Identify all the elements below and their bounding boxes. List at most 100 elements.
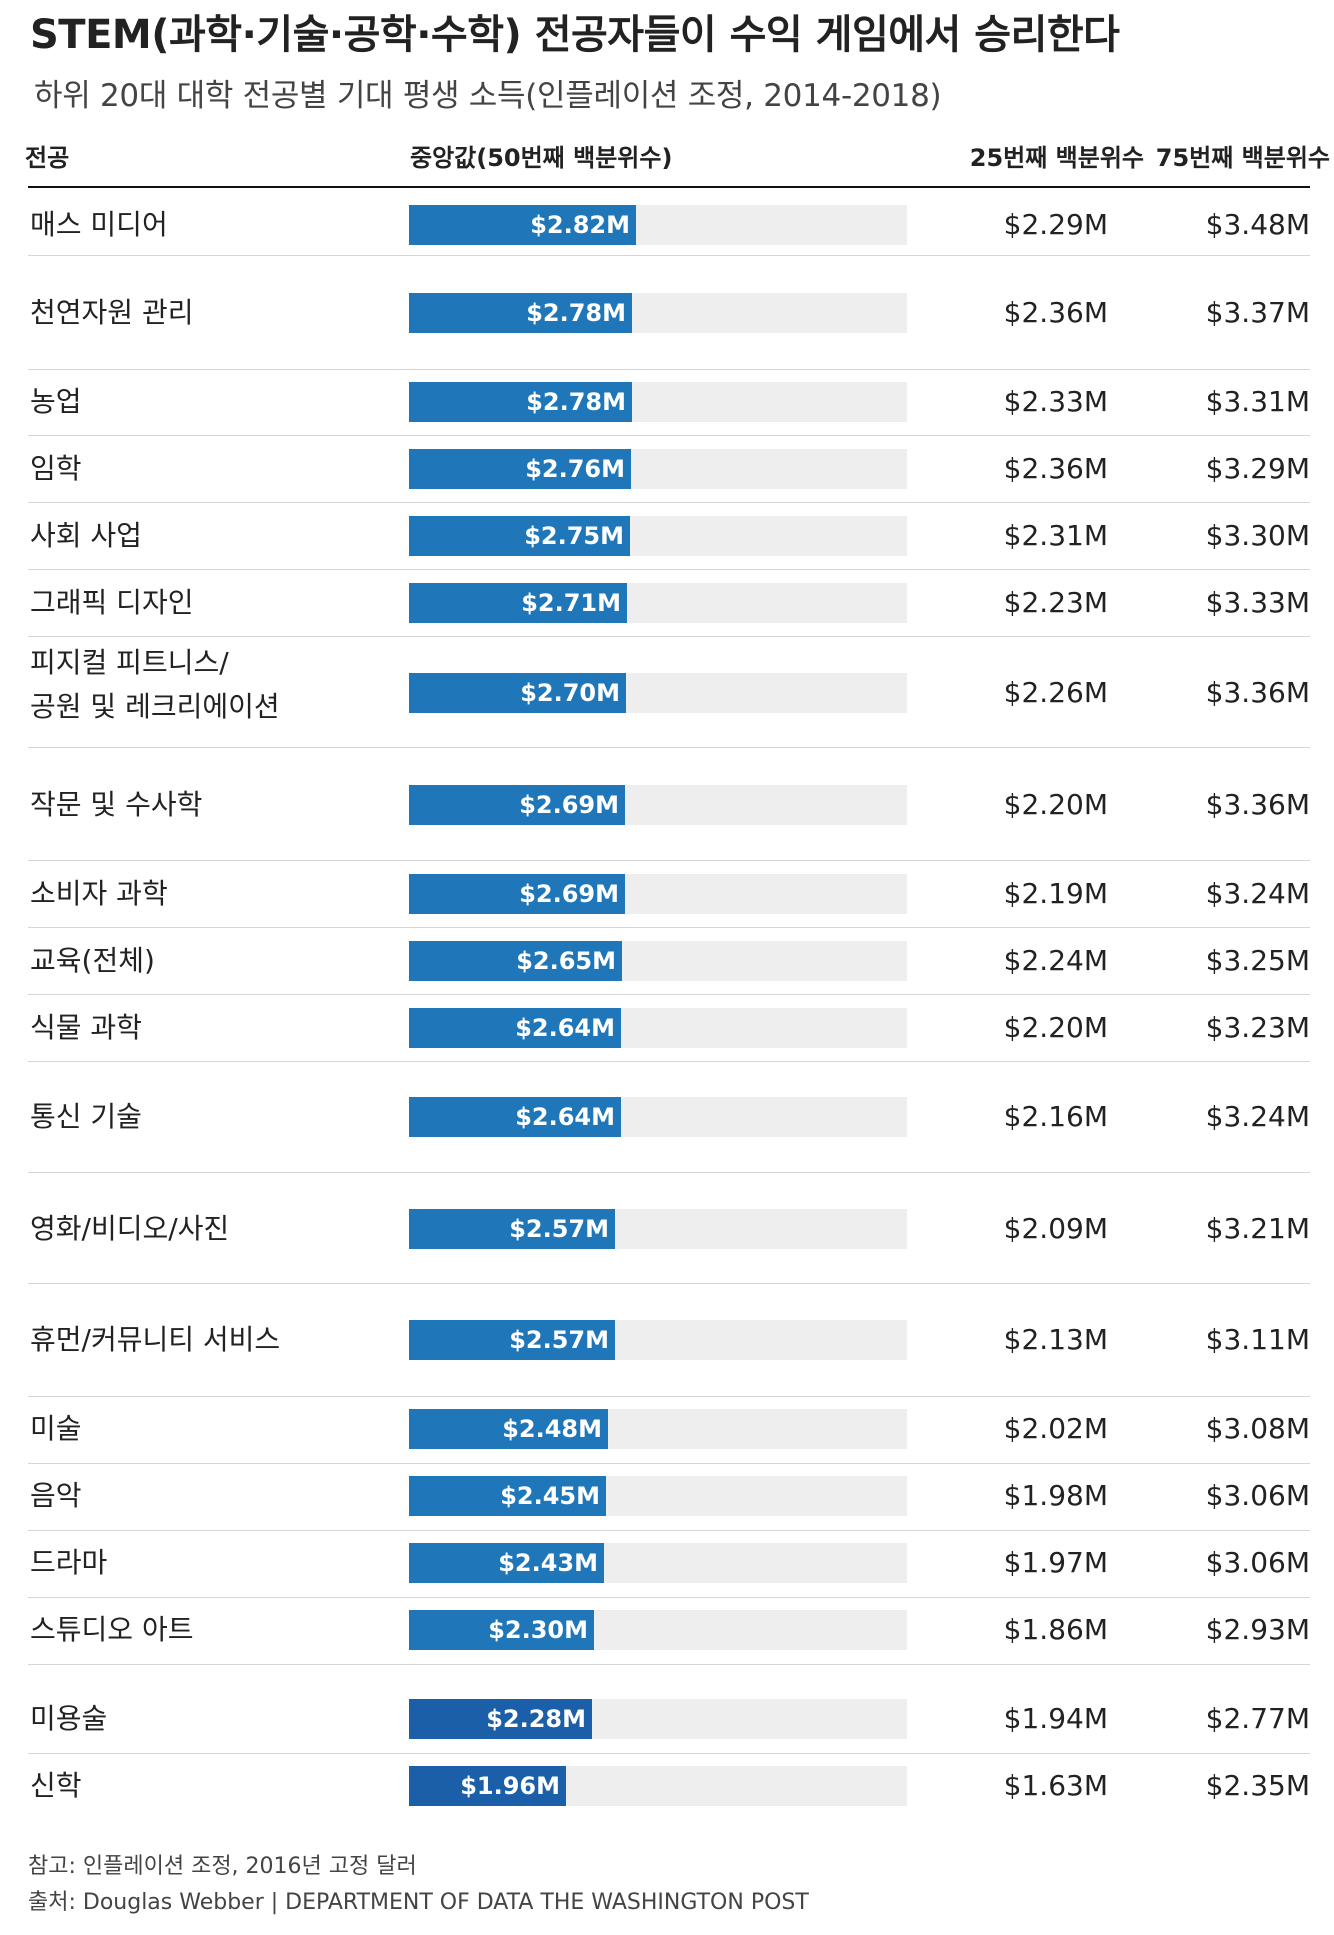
p75-value: $3.31M (1205, 385, 1310, 418)
p25-value: $2.02M (1003, 1412, 1108, 1445)
p75-value: $3.06M (1205, 1479, 1310, 1512)
p75-value: $3.48M (1205, 208, 1310, 241)
median-bar: $2.57M (409, 1320, 615, 1360)
median-value-label: $2.78M (526, 299, 626, 327)
p25-value: $2.16M (1003, 1100, 1108, 1133)
row-separator (28, 1530, 1310, 1531)
major-label: 휴먼/커뮤니티 서비스 (30, 1323, 281, 1356)
major-label: 임학 (30, 452, 82, 485)
major-label: 농업 (30, 385, 82, 418)
major-label: 소비자 과학 (30, 877, 168, 910)
p25-value: $2.29M (1003, 208, 1108, 241)
p75-value: $3.36M (1205, 788, 1310, 821)
row-separator (28, 860, 1310, 861)
p75-value: $3.25M (1205, 944, 1310, 977)
column-header-p75: 75번째 백분위수 (1155, 144, 1330, 172)
median-value-label: $2.45M (500, 1482, 600, 1510)
median-bar: $2.30M (409, 1610, 594, 1650)
p25-value: $1.97M (1003, 1546, 1108, 1579)
row-separator (28, 636, 1310, 637)
median-value-label: $2.64M (515, 1014, 615, 1042)
row-separator (28, 1664, 1310, 1665)
median-value-label: $2.65M (516, 947, 616, 975)
major-label: 영화/비디오/사진 (30, 1212, 230, 1245)
p25-value: $2.24M (1003, 944, 1108, 977)
row-separator (28, 569, 1310, 570)
p25-value: $2.36M (1003, 296, 1108, 329)
median-value-label: $2.69M (519, 880, 619, 908)
p75-value: $3.37M (1205, 296, 1310, 329)
p25-value: $1.86M (1003, 1613, 1108, 1646)
p25-value: $2.23M (1003, 586, 1108, 619)
median-bar: $2.65M (409, 941, 622, 981)
bar-track: $2.78M (409, 382, 907, 422)
bar-track: $2.82M (409, 205, 907, 245)
bar-track: $2.30M (409, 1610, 907, 1650)
chart-subtitle: 하위 20대 대학 전공별 기대 평생 소득(인플레이션 조정, 2014-20… (34, 78, 942, 114)
row-separator (28, 1753, 1310, 1754)
row-separator (28, 1396, 1310, 1397)
p75-value: $3.06M (1205, 1546, 1310, 1579)
p75-value: $3.11M (1205, 1323, 1310, 1356)
p75-value: $3.21M (1205, 1212, 1310, 1245)
p75-value: $2.35M (1205, 1769, 1310, 1802)
median-bar: $2.64M (409, 1097, 621, 1137)
median-bar: $2.28M (409, 1699, 592, 1739)
median-bar: $2.78M (409, 382, 632, 422)
bar-track: $2.64M (409, 1008, 907, 1048)
column-header-major: 전공 (25, 144, 70, 172)
median-value-label: $2.43M (498, 1549, 598, 1577)
bar-track: $2.75M (409, 516, 907, 556)
p25-value: $2.36M (1003, 452, 1108, 485)
row-separator (28, 994, 1310, 995)
header-rule (28, 186, 1310, 188)
p25-value: $1.94M (1003, 1702, 1108, 1735)
median-bar: $2.43M (409, 1543, 604, 1583)
p75-value: $2.77M (1205, 1702, 1310, 1735)
bar-track: $2.45M (409, 1476, 907, 1516)
row-separator (28, 1597, 1310, 1598)
major-label: 식물 과학 (30, 1011, 142, 1044)
median-bar: $2.69M (409, 874, 625, 914)
bar-track: $2.69M (409, 874, 907, 914)
bar-track: $1.96M (409, 1766, 907, 1806)
p75-value: $3.36M (1205, 676, 1310, 709)
p25-value: $2.31M (1003, 519, 1108, 552)
median-value-label: $2.30M (488, 1616, 588, 1644)
bar-track: $2.70M (409, 673, 907, 713)
row-separator (28, 435, 1310, 436)
row-separator (28, 1061, 1310, 1062)
major-label: 작문 및 수사학 (30, 788, 203, 821)
median-bar: $2.82M (409, 205, 636, 245)
major-label: 음악 (30, 1479, 82, 1512)
bar-track: $2.65M (409, 941, 907, 981)
p25-value: $2.33M (1003, 385, 1108, 418)
major-label: 드라마 (30, 1546, 108, 1579)
row-separator (28, 747, 1310, 748)
p25-value: $2.09M (1003, 1212, 1108, 1245)
bar-track: $2.76M (409, 449, 907, 489)
major-label: 그래픽 디자인 (30, 586, 194, 619)
median-value-label: $2.28M (486, 1705, 586, 1733)
bar-track: $2.64M (409, 1097, 907, 1137)
row-separator (28, 255, 1310, 256)
median-bar: $2.64M (409, 1008, 621, 1048)
median-value-label: $1.96M (460, 1772, 560, 1800)
row-separator (28, 927, 1310, 928)
row-separator (28, 1172, 1310, 1173)
p25-value: $1.98M (1003, 1479, 1108, 1512)
p25-value: $2.19M (1003, 877, 1108, 910)
column-header-median: 중앙값(50번째 백분위수) (410, 144, 673, 172)
bar-track: $2.69M (409, 785, 907, 825)
p75-value: $3.33M (1205, 586, 1310, 619)
median-bar: $2.70M (409, 673, 626, 713)
median-value-label: $2.76M (525, 455, 625, 483)
median-value-label: $2.70M (520, 679, 620, 707)
major-label: 피지컬 피트니스/ 공원 및 레크리에이션 (30, 646, 280, 723)
median-bar: $2.57M (409, 1209, 615, 1249)
p25-value: $2.20M (1003, 1011, 1108, 1044)
chart-title: STEM(과학·기술·공학·수학) 전공자들이 수익 게임에서 승리한다 (30, 12, 1120, 58)
bar-track: $2.71M (409, 583, 907, 623)
row-separator (28, 369, 1310, 370)
bar-track: $2.43M (409, 1543, 907, 1583)
